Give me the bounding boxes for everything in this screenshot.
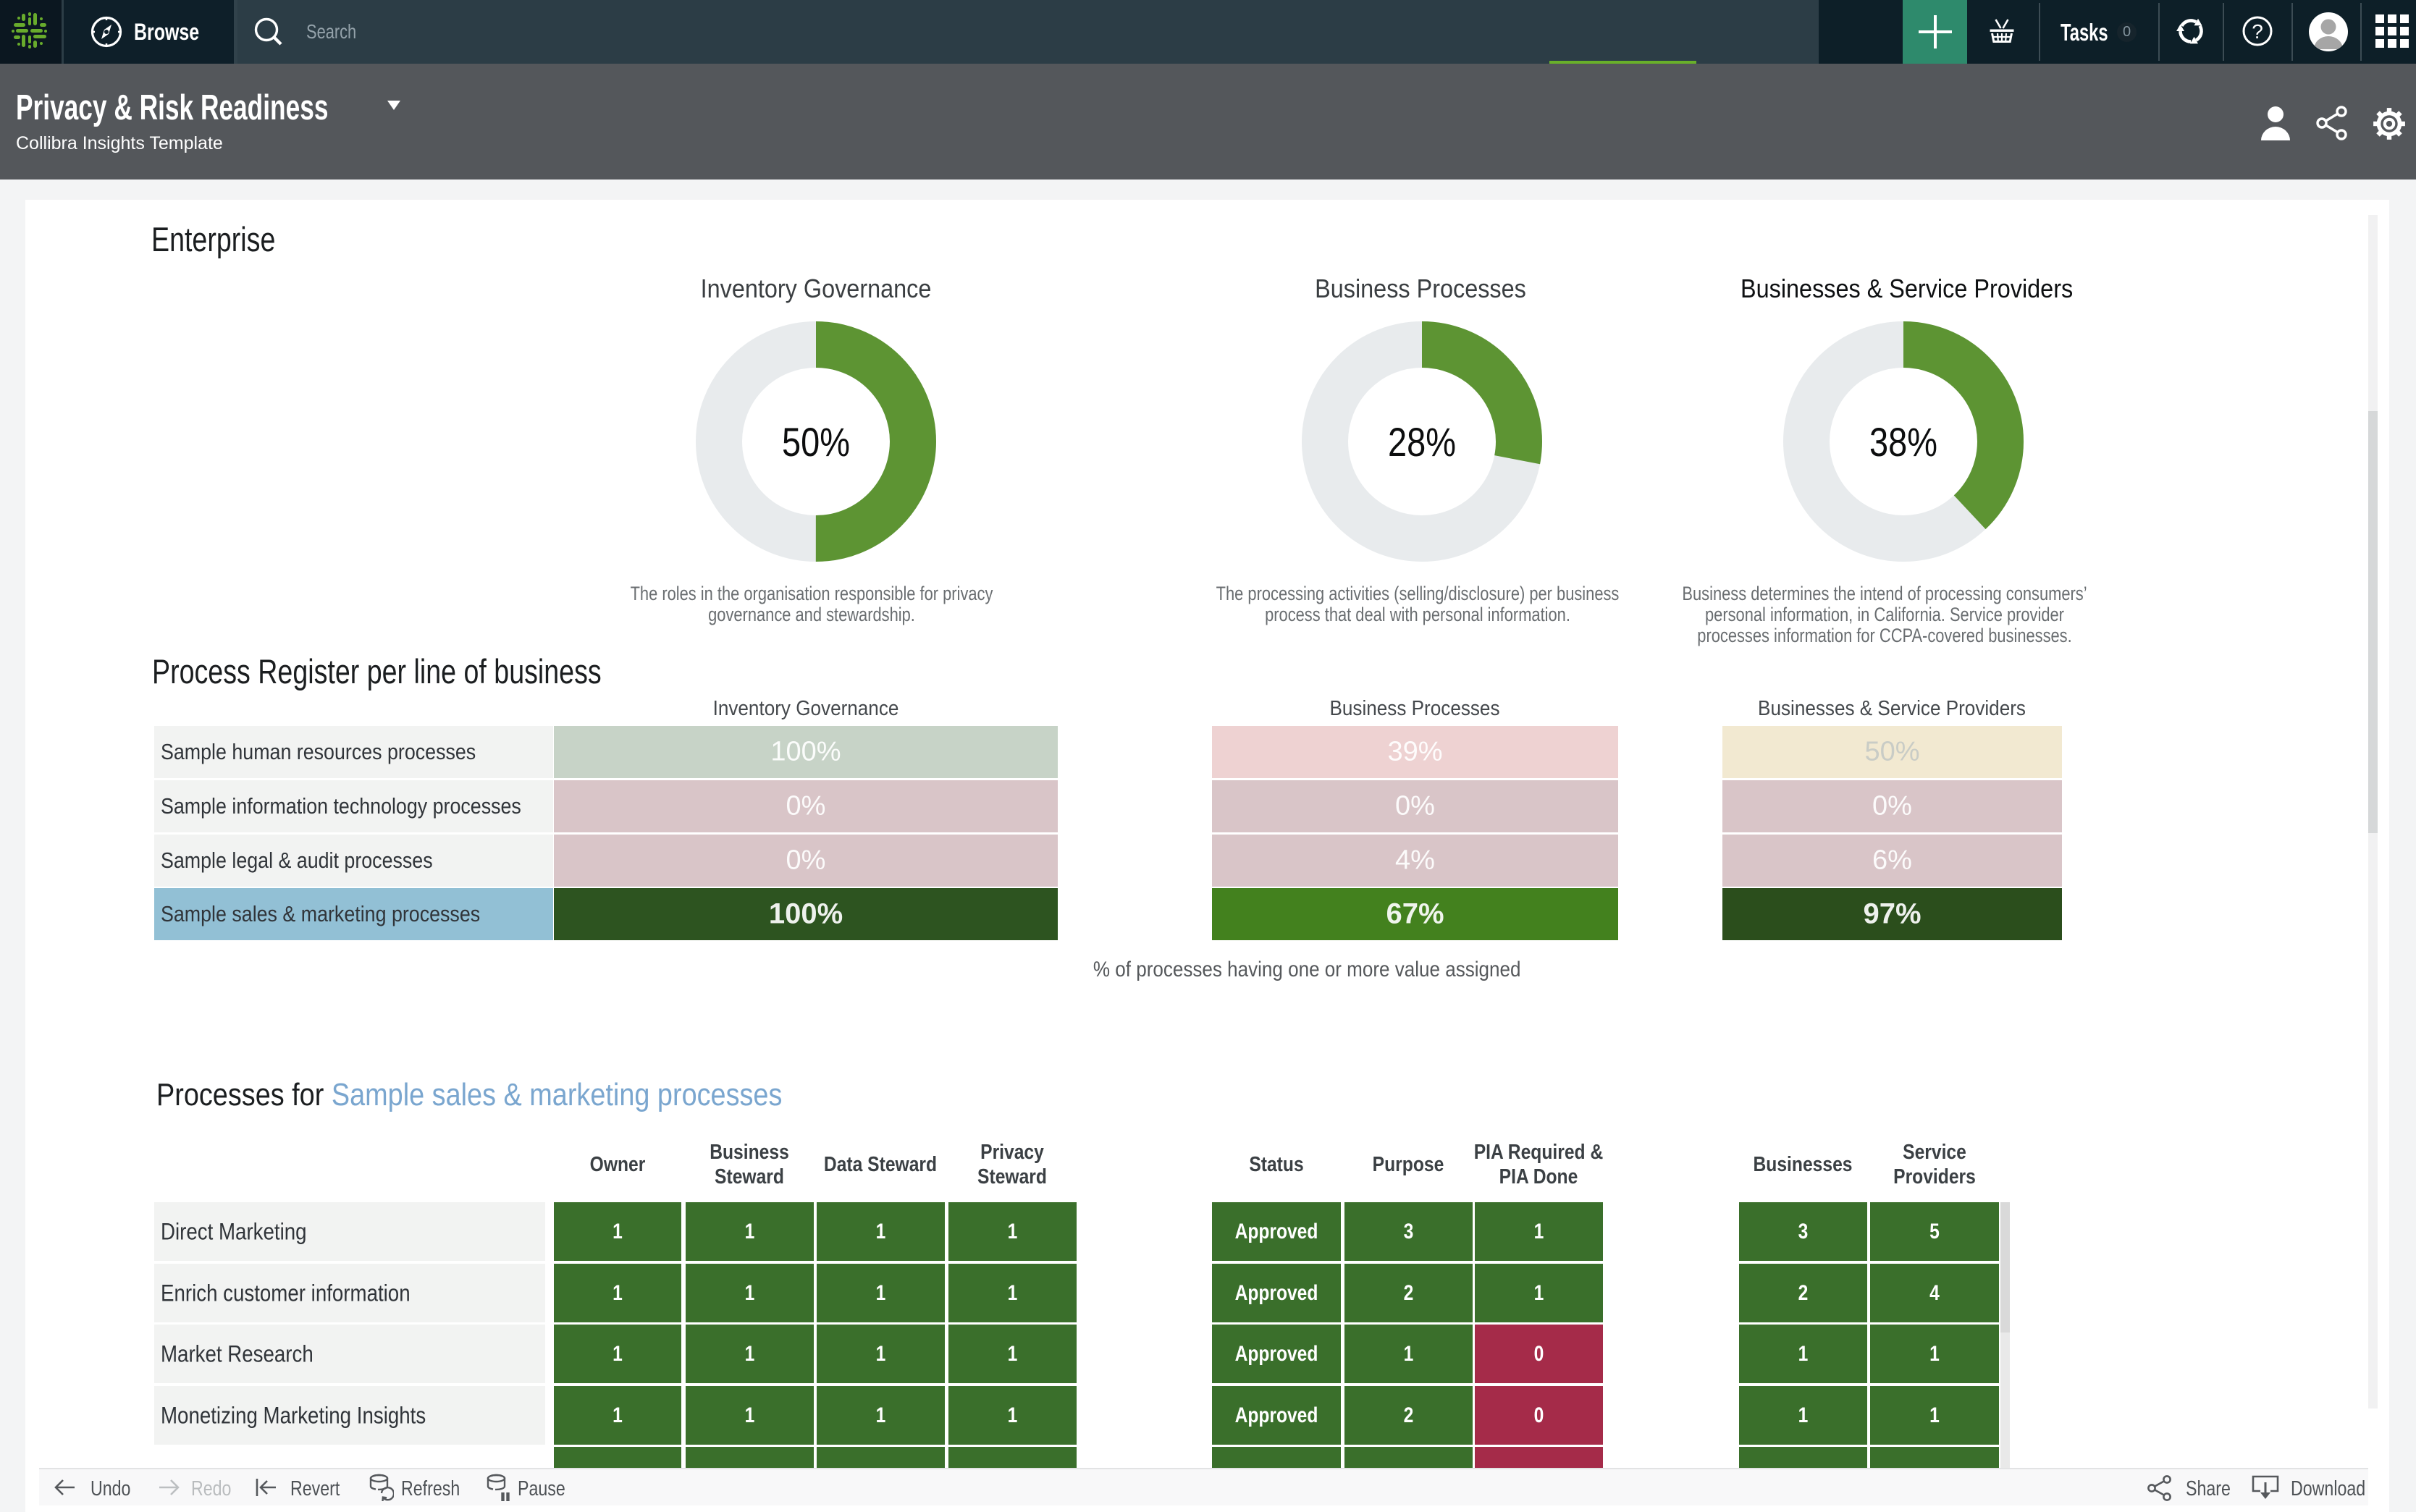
- svg-text:?: ?: [2252, 20, 2263, 43]
- svg-text:38%: 38%: [1869, 419, 1937, 465]
- svg-text:50%: 50%: [782, 419, 850, 465]
- svg-text:28%: 28%: [1388, 419, 1456, 465]
